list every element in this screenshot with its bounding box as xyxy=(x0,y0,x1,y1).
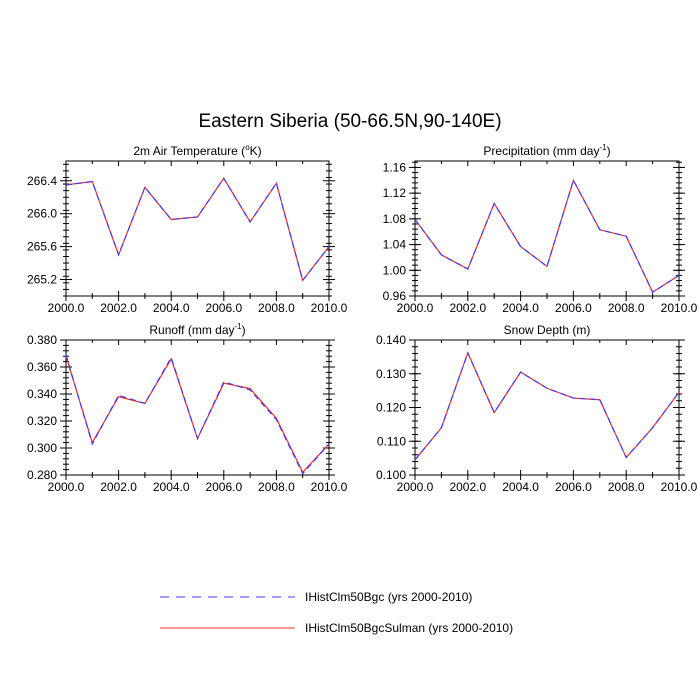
panel-snow-depth: Snow Depth (m) 2000.0 2002.0 2004.0 2006.0 20… xyxy=(376,323,698,494)
x-tick-label: 2004.0 xyxy=(153,480,190,494)
x-tick-label: 2000.0 xyxy=(397,301,434,315)
y-tick-label: 265.6 xyxy=(27,240,57,254)
y-tick-label: 0.110 xyxy=(377,434,406,448)
x-tick-label: 2010.0 xyxy=(311,301,348,315)
x-tick-label: 2006.0 xyxy=(205,301,242,315)
x-tick-label: 2006.0 xyxy=(555,301,592,315)
panel-title-runoff: Runoff (mm day-1) xyxy=(149,322,245,337)
y-tick-label: 265.2 xyxy=(27,273,57,287)
x-tick-label: 2008.0 xyxy=(608,301,645,315)
y-tick-label: 0.120 xyxy=(376,401,406,415)
panel-title-precipitation: Precipitation (mm day-1) xyxy=(483,143,610,158)
y-tick-label: 0.300 xyxy=(27,441,57,455)
x-tick-label: 2008.0 xyxy=(258,301,295,315)
panel-title-snow-depth: Snow Depth (m) xyxy=(504,323,591,337)
legend-label-series-2: IHistClm50BgcSulman (yrs 2000-2010) xyxy=(305,621,513,635)
y-tick-label: 1.08 xyxy=(383,212,407,226)
x-tick-label: 2004.0 xyxy=(502,301,539,315)
figure-title: Eastern Siberia (50-66.5N,90-140E) xyxy=(198,111,501,132)
panel-precipitation: Precipitation (mm day-1) 2000.0 2002.0 2004… xyxy=(383,143,698,315)
x-tick-label: 2002.0 xyxy=(449,301,486,315)
y-tick-label: 0.360 xyxy=(27,360,57,374)
series-line-1 xyxy=(65,177,330,282)
x-tick-label: 2002.0 xyxy=(100,480,137,494)
x-tick-label: 2000.0 xyxy=(397,480,434,494)
y-tick-label: 0.280 xyxy=(27,468,57,482)
x-tick-label: 2002.0 xyxy=(100,301,137,315)
y-tick-label: 0.140 xyxy=(376,333,406,347)
legend-label-series-1: IHistClm50Bgc (yrs 2000-2010) xyxy=(305,590,472,604)
y-tick-label: 1.04 xyxy=(383,238,407,252)
x-tick-label: 2002.0 xyxy=(449,480,486,494)
y-tick-label: 0.96 xyxy=(383,289,407,303)
x-tick-label: 2000.0 xyxy=(48,480,85,494)
x-tick-label: 2004.0 xyxy=(153,301,190,315)
y-tick-label: 1.16 xyxy=(383,160,407,174)
y-tick-label: 0.100 xyxy=(376,468,406,482)
y-tick-label: 0.320 xyxy=(27,414,57,428)
y-tick-label: 1.12 xyxy=(383,186,407,200)
y-tick-label: 266.0 xyxy=(27,207,57,221)
y-tick-label: 0.130 xyxy=(376,367,406,381)
panel-air-temperature: 2m Air Temperature (oK) 2000.0 2002.0 2004.… xyxy=(27,143,348,315)
x-tick-label: 2010.0 xyxy=(661,480,698,494)
panel-title-air-temperature: 2m Air Temperature (oK) xyxy=(133,143,261,158)
y-tick-label: 0.340 xyxy=(27,387,57,401)
y-tick-label: 0.380 xyxy=(27,333,57,347)
x-tick-label: 2010.0 xyxy=(311,480,348,494)
x-tick-label: 2008.0 xyxy=(258,480,295,494)
series-line-1 xyxy=(414,351,680,461)
x-tick-label: 2000.0 xyxy=(48,301,85,315)
y-tick-label: 266.4 xyxy=(27,174,57,188)
y-tick-label: 1.00 xyxy=(383,263,407,277)
legend: IHistClm50Bgc (yrs 2000-2010) IHistClm50… xyxy=(160,590,513,635)
x-tick-label: 2004.0 xyxy=(502,480,539,494)
series-line-1 xyxy=(414,178,680,294)
x-tick-label: 2008.0 xyxy=(608,480,645,494)
series-line-1 xyxy=(65,354,330,475)
x-tick-label: 2006.0 xyxy=(555,480,592,494)
x-tick-label: 2006.0 xyxy=(205,480,242,494)
panel-runoff: Runoff (mm day-1) 2000.0 2002.0 2004.0 2006.… xyxy=(27,322,348,494)
x-tick-label: 2010.0 xyxy=(661,301,698,315)
